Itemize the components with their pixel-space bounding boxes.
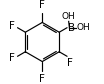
Text: F: F xyxy=(9,21,15,31)
Text: B: B xyxy=(68,23,75,33)
Text: F: F xyxy=(39,0,45,10)
Text: OH: OH xyxy=(61,12,75,21)
Text: F: F xyxy=(67,58,73,68)
Text: OH: OH xyxy=(76,23,90,32)
Text: F: F xyxy=(39,74,45,84)
Text: F: F xyxy=(9,53,15,63)
